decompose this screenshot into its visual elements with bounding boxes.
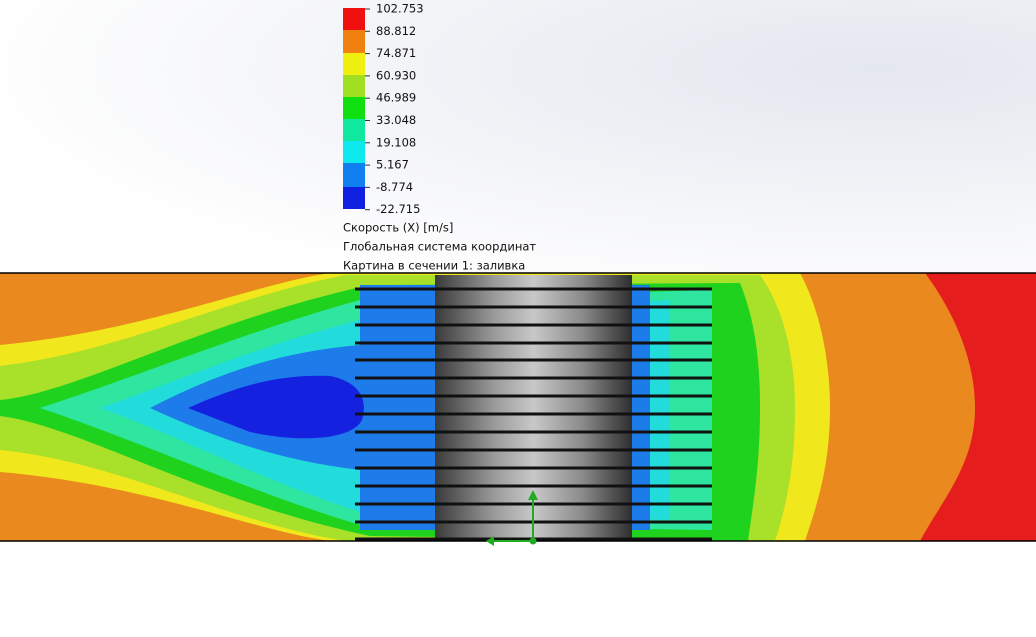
legend-label: 33.048: [376, 113, 416, 127]
legend-label: 74.871: [376, 46, 416, 60]
contour-plot: [0, 272, 1036, 542]
legend-label: 46.989: [376, 91, 416, 105]
legend-label: 19.108: [376, 135, 416, 149]
background: [0, 0, 1036, 273]
legend-labels: 102.753 88.812 74.871 60.930 46.989 33.048 19.…: [365, 2, 424, 216]
legend-colorbar: [343, 8, 365, 209]
legend-label: -8.774: [376, 180, 413, 194]
legend-label: 5.167: [376, 158, 409, 172]
plot-name: Картина в сечении 1: заливка: [343, 259, 525, 273]
axis-triad: [486, 490, 538, 546]
legend-title: Скорость (X) [m/s]: [343, 221, 453, 235]
coordinate-system: Глобальная система координат: [343, 240, 536, 254]
legend-label: 102.753: [376, 2, 424, 16]
legend-label: 88.812: [376, 24, 416, 38]
legend-label: 60.930: [376, 68, 416, 82]
legend-label: -22.715: [376, 202, 420, 216]
